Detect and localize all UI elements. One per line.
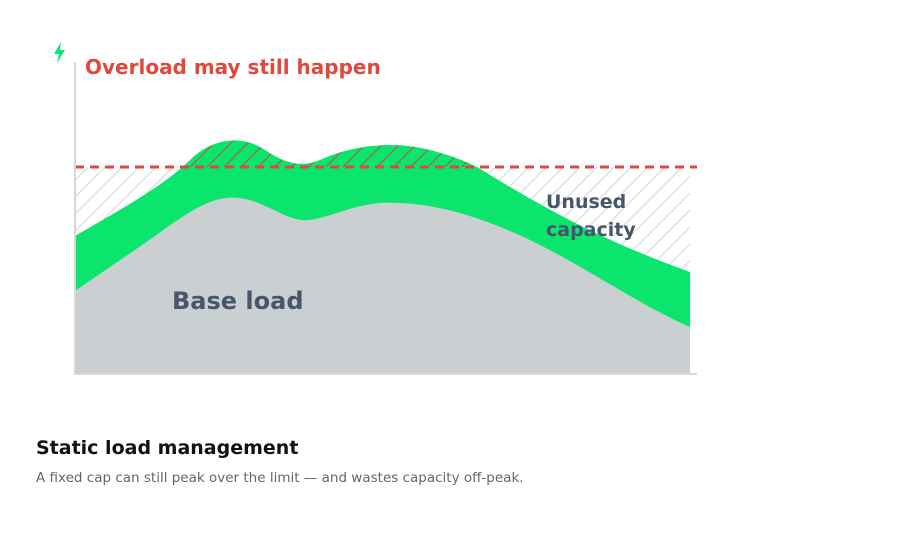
bolt-icon (54, 42, 65, 63)
base-area (75, 197, 690, 374)
caption-title: Static load management (36, 437, 299, 459)
unused-label: Unused capacity (546, 191, 636, 241)
overload-area (182, 140, 477, 167)
overload-label: Overload may still happen (85, 55, 381, 79)
caption-description: A fixed cap can still peak over the limi… (36, 470, 524, 486)
base-label: Base load (172, 287, 304, 315)
